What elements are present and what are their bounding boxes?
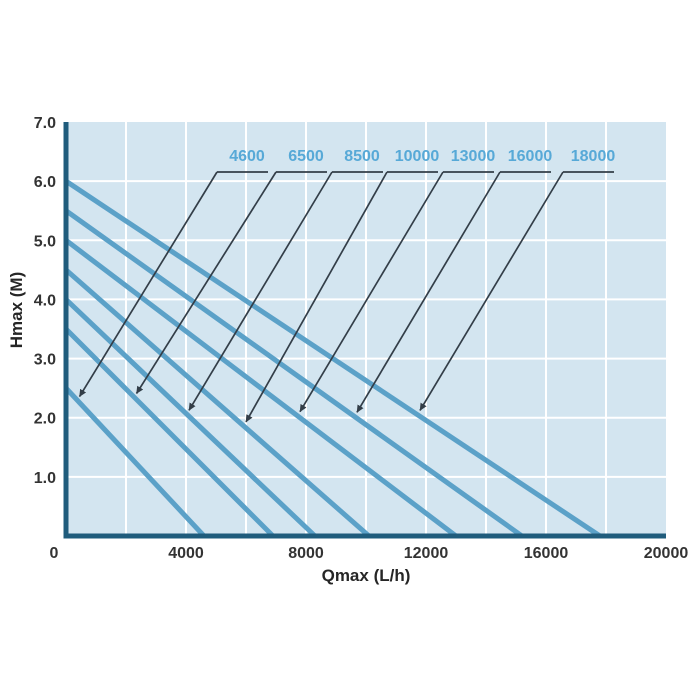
series-label-4600: 4600 xyxy=(229,148,265,165)
y-tick-4.0: 4.0 xyxy=(34,292,56,309)
y-tick-2.0: 2.0 xyxy=(34,411,56,428)
leader-arrow-10000 xyxy=(245,171,388,423)
x-tick-20000: 20000 xyxy=(644,545,689,562)
y-tick-3.0: 3.0 xyxy=(34,352,56,369)
curve-13000 xyxy=(64,238,458,538)
x-tick-8000: 8000 xyxy=(288,545,324,562)
leader-arrow-13000 xyxy=(299,171,444,413)
y-tick-6.0: 6.0 xyxy=(34,174,56,191)
series-label-16000: 16000 xyxy=(508,148,553,165)
x-tick-12000: 12000 xyxy=(404,545,449,562)
leader-arrow-8500 xyxy=(188,171,333,411)
curve-16000 xyxy=(64,208,524,539)
series-annotations: 4600 6500 8500 10000 13000 16000 18000 xyxy=(78,148,616,423)
y-tick-1.0: 1.0 xyxy=(34,470,56,487)
series-label-18000: 18000 xyxy=(571,148,616,165)
gridlines xyxy=(66,122,666,536)
curve-8500 xyxy=(64,297,317,538)
leader-arrow-16000 xyxy=(356,171,501,413)
curve-4600 xyxy=(64,386,206,538)
x-tick-16000: 16000 xyxy=(524,545,569,562)
series-label-13000: 13000 xyxy=(451,148,496,165)
y-axis-title: Hmax (M) xyxy=(7,271,26,349)
x-axis-title: Qmax (L/h) xyxy=(321,566,411,585)
series-label-8500: 8500 xyxy=(344,148,380,165)
curve-10000 xyxy=(64,267,371,538)
curve-18000 xyxy=(64,179,602,539)
series-label-6500: 6500 xyxy=(288,148,324,165)
series-label-10000: 10000 xyxy=(395,148,440,165)
leader-arrow-4600 xyxy=(78,171,218,398)
x-tick-4000: 4000 xyxy=(168,545,204,562)
y-tick-7.0: 7.0 xyxy=(34,115,56,132)
pump-curves xyxy=(64,179,602,539)
axes xyxy=(63,122,666,539)
y-tick-5.0: 5.0 xyxy=(34,233,56,250)
leader-arrow-18000 xyxy=(419,171,564,411)
x-tick-0: 0 xyxy=(50,545,59,562)
leader-arrow-6500 xyxy=(135,171,277,394)
tick-labels: 0 4000 8000 12000 16000 20000 7.0 6.0 5.0 4.0 3.0 2… xyxy=(34,115,689,562)
